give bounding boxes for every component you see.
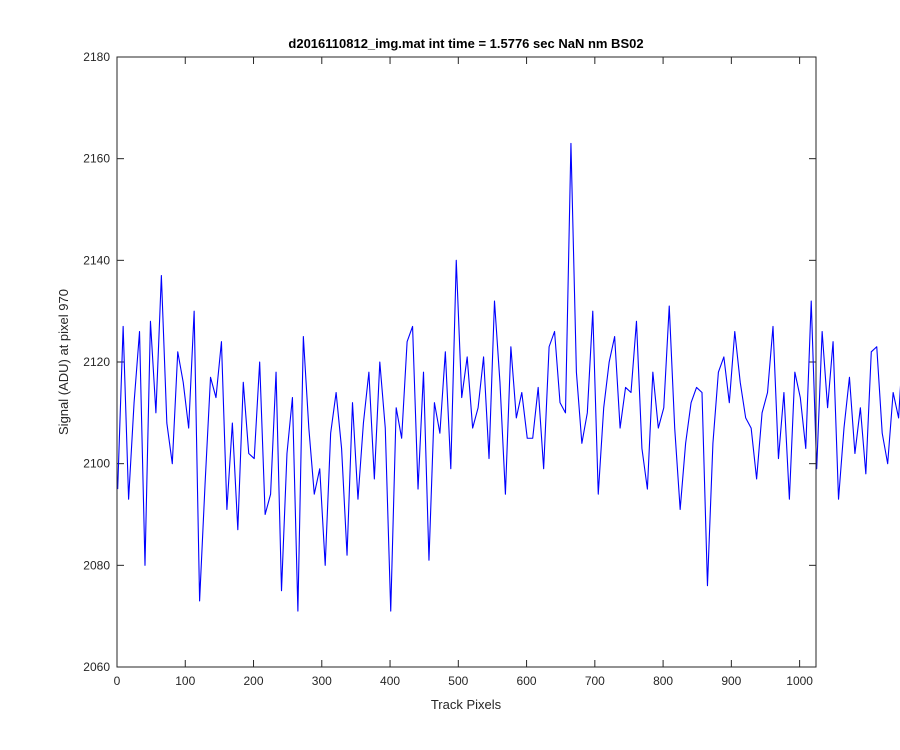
x-tick-label: 300 — [312, 674, 332, 688]
x-tick-label: 800 — [653, 674, 673, 688]
x-tick-label: 0 — [114, 674, 121, 688]
y-tick-label: 2080 — [83, 558, 110, 572]
y-tick-label: 2180 — [83, 50, 110, 64]
x-tick-label: 700 — [585, 674, 605, 688]
y-tick-label: 2120 — [83, 355, 110, 369]
x-tick-label: 1000 — [786, 674, 813, 688]
y-tick-label: 2060 — [83, 660, 110, 674]
y-tick-label: 2160 — [83, 152, 110, 166]
series-line — [117, 142, 900, 612]
y-tick-label: 2140 — [83, 253, 110, 267]
plot-frame — [116, 56, 817, 668]
chart-title: d2016110812_img.mat int time = 1.5776 se… — [288, 36, 643, 51]
y-axis-title: Signal (ADU) at pixel 970 — [56, 289, 71, 435]
x-tick-label: 100 — [175, 674, 195, 688]
y-tick-label: 2100 — [83, 457, 110, 471]
x-tick-label: 500 — [448, 674, 468, 688]
x-tick-label: 400 — [380, 674, 400, 688]
x-tick-label: 600 — [517, 674, 537, 688]
tick-labels-layer: 0 100 200 300 400 500 600 700 800 900 1000 2060 2080… — [83, 50, 813, 688]
x-tick-label: 900 — [721, 674, 741, 688]
ticks-layer — [116, 56, 816, 668]
x-tick-label: 200 — [244, 674, 264, 688]
x-axis-title: Track Pixels — [431, 697, 502, 712]
